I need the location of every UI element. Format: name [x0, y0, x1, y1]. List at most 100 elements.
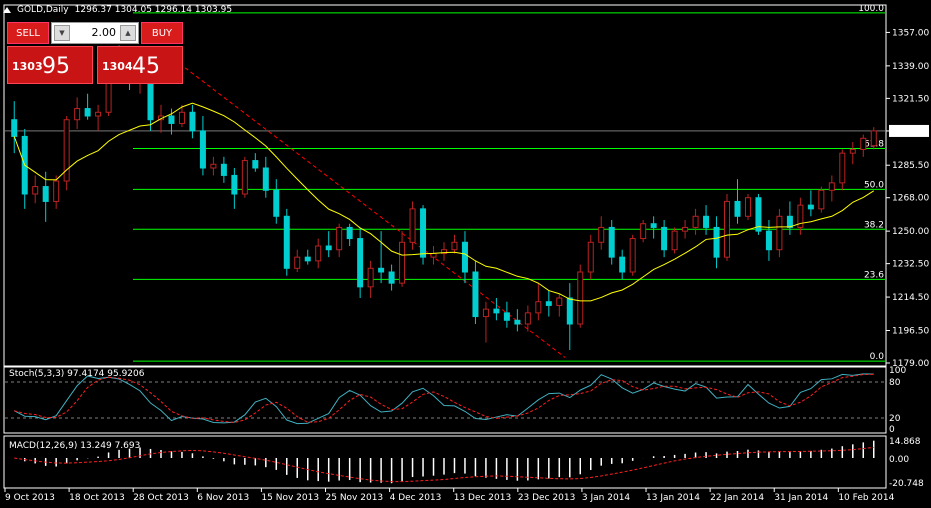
- fibo-level-label: 23.6: [864, 270, 884, 280]
- stoch-signal-line: [14, 373, 874, 423]
- candle-body: [744, 197, 751, 217]
- candle-body: [409, 208, 416, 243]
- candle-body: [283, 215, 290, 269]
- increase-lot-icon[interactable]: ▲: [120, 25, 136, 41]
- time-axis-label: 9 Oct 2013: [5, 493, 55, 503]
- fibo-level-label: 0.0: [870, 352, 885, 362]
- time-axis-label: 23 Dec 2013: [518, 493, 576, 503]
- candle-body: [252, 160, 259, 169]
- macd-axis-label: 0.00: [889, 455, 909, 465]
- time-axis-label: 4 Dec 2013: [390, 493, 442, 503]
- decrease-lot-icon[interactable]: ▼: [54, 25, 70, 41]
- candle-body: [786, 215, 793, 228]
- candle-body: [514, 319, 521, 325]
- sell-button[interactable]: SELL: [7, 22, 49, 44]
- candle-body: [556, 297, 563, 306]
- candle-body: [493, 308, 500, 314]
- candle-body: [346, 226, 353, 240]
- price-axis-label: 1303.95: [892, 127, 929, 137]
- candle-body: [241, 160, 248, 195]
- time-axis-label: 13 Jan 2014: [646, 493, 700, 503]
- macd-label: MACD(12,26,9) 13.249 7.693: [9, 441, 141, 451]
- candle-body: [84, 108, 91, 117]
- time-axis-label: 13 Dec 2013: [454, 493, 512, 503]
- chart-title-bar: GOLD,Daily 1296.37 1304.05 1296.14 1303.…: [3, 3, 232, 17]
- price-axis-label: 1214.50: [892, 293, 929, 303]
- candle-body: [357, 238, 364, 288]
- candle-body: [399, 241, 406, 284]
- candle-body: [74, 108, 81, 121]
- candle-body: [336, 226, 343, 251]
- ask-quote[interactable]: 1304 45: [97, 46, 183, 84]
- price-axis-label: 1250.00: [892, 227, 929, 237]
- candle-body: [42, 186, 49, 202]
- candle-body: [566, 297, 573, 325]
- price-axis-label: 1339.00: [892, 62, 929, 72]
- candle-body: [220, 163, 227, 176]
- candle-body: [95, 111, 102, 117]
- stoch-axis-label: 100: [889, 366, 906, 376]
- candle-body: [692, 215, 699, 228]
- candle-body: [482, 308, 489, 318]
- stoch-axis-label: 80: [889, 378, 901, 388]
- macd-panel: [14, 440, 875, 484]
- candle-body: [168, 115, 175, 124]
- candle-body: [650, 223, 657, 228]
- lot-size-value[interactable]: 2.00: [91, 26, 117, 39]
- candle-body: [682, 226, 689, 232]
- candle-body: [378, 267, 385, 273]
- stoch-label: Stoch(5,3,3) 97.4174 95.9206: [9, 369, 145, 379]
- current-price-box: [889, 124, 929, 137]
- candle-body: [461, 241, 468, 273]
- fibo-level-label: 50.0: [864, 180, 884, 190]
- candle-body: [420, 208, 427, 258]
- candle-body: [199, 130, 206, 169]
- candle-body: [807, 204, 814, 210]
- one-click-trading-panel: SELL ▼ 2.00 ▲ BUY 1303 95 1304 45: [7, 22, 183, 84]
- price-axis-label: 1232.50: [892, 260, 929, 270]
- price-axis-label: 1285.50: [892, 161, 929, 171]
- candle-body: [776, 215, 783, 251]
- candle-body: [587, 241, 594, 273]
- collapse-triangle-icon[interactable]: [3, 7, 11, 13]
- time-axis-label: 15 Nov 2013: [261, 493, 319, 503]
- candle-body: [231, 174, 238, 195]
- stoch-main-line: [14, 373, 874, 425]
- candle-body: [828, 182, 835, 191]
- candle-body: [608, 226, 615, 258]
- candle-body: [713, 226, 720, 258]
- time-axis-label: 25 Nov 2013: [326, 493, 384, 503]
- lot-size-field[interactable]: ▼ 2.00 ▲: [51, 22, 139, 44]
- candle-body: [32, 186, 39, 195]
- candle-body: [294, 256, 301, 269]
- fibo-level-label: 100.0: [858, 4, 884, 14]
- buy-button[interactable]: BUY: [141, 22, 183, 44]
- candle-body: [598, 226, 605, 243]
- ask-small: 1304: [102, 60, 133, 73]
- axes: 1357.00 1339.00 1321.50 1303.95 1285.50 1268.…: [3, 28, 929, 503]
- moving-average-line: [13, 102, 875, 302]
- candle-body: [545, 301, 552, 306]
- candle-body: [734, 200, 741, 217]
- candle-body: [315, 245, 322, 262]
- candle-body: [472, 271, 479, 318]
- stoch-axis-label: 0: [889, 425, 895, 435]
- bid-small: 1303: [12, 60, 43, 73]
- time-axis-label: 22 Jan 2014: [710, 493, 764, 503]
- candle-body: [53, 180, 60, 202]
- candle-body: [629, 238, 636, 273]
- price-frame: [3, 4, 887, 367]
- candle-body: [619, 256, 626, 273]
- candle-body: [860, 137, 867, 150]
- candle-body: [178, 111, 185, 124]
- bid-quote[interactable]: 1303 95: [7, 46, 93, 84]
- price-axis-label: 1179.00: [892, 359, 929, 369]
- candle-body: [441, 249, 447, 254]
- candle-body: [577, 271, 584, 325]
- price-axis-label: 1321.50: [892, 94, 929, 104]
- candle-body: [11, 119, 18, 137]
- candle-body: [273, 189, 280, 217]
- time-axis-label: 6 Nov 2013: [197, 493, 249, 503]
- candle-body: [189, 111, 196, 132]
